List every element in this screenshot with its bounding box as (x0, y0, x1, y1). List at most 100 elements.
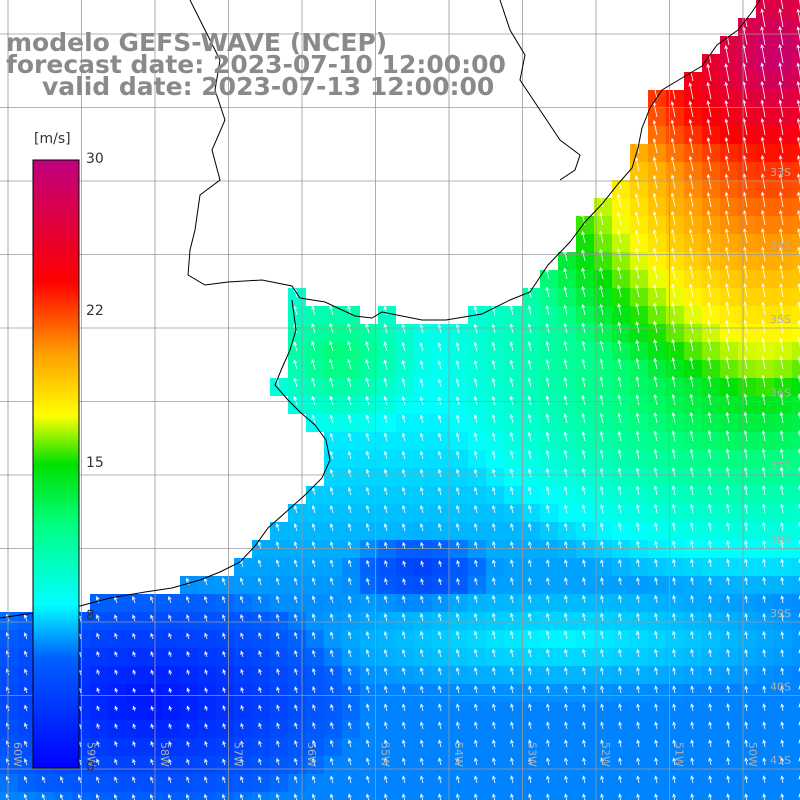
wind-cell (198, 792, 216, 800)
wind-arrow (348, 631, 352, 640)
wind-arrow (653, 229, 658, 244)
wind-cell (792, 198, 800, 216)
wind-arrow (707, 301, 712, 316)
wind-arrow (599, 412, 604, 424)
wind-arrow (671, 375, 676, 388)
wind-arrow (779, 191, 784, 208)
wind-arrow (690, 576, 694, 586)
wind-arrow (420, 560, 425, 568)
wind-arrow (635, 357, 640, 370)
longitude-label: 58W (158, 742, 171, 767)
wind-arrow (742, 173, 748, 190)
wind-arrow (671, 448, 676, 460)
wind-arrow (743, 282, 748, 298)
wind-arrow (780, 521, 784, 532)
wind-arrow (600, 612, 604, 622)
wind-arrow (654, 757, 659, 766)
wind-arrow (491, 395, 496, 406)
wind-arrow (527, 377, 532, 388)
wind-arrow (383, 395, 388, 406)
wind-arrow (312, 613, 316, 622)
wind-arrow (760, 26, 766, 46)
wind-arrow (582, 721, 586, 730)
longitude-label: 52W (599, 742, 612, 767)
wind-arrow (510, 612, 514, 622)
wind-arrow (384, 612, 388, 622)
wind-arrow (635, 302, 640, 316)
wind-arrow (510, 721, 514, 730)
wind-arrow (743, 448, 748, 460)
wind-arrow (545, 449, 550, 460)
wind-arrow (546, 559, 550, 568)
wind-arrow (492, 594, 496, 604)
wind-cell (792, 540, 800, 558)
wind-arrow (204, 705, 209, 712)
wind-arrow (670, 119, 676, 136)
wind-arrow (114, 705, 119, 712)
wind-arrow (600, 522, 604, 532)
wind-arrow (347, 377, 352, 388)
wind-arrow (330, 775, 334, 784)
wind-arrow (509, 359, 514, 370)
wind-arrow (492, 775, 496, 784)
wind-arrow (365, 450, 370, 460)
wind-arrow (762, 739, 767, 748)
wind-arrow (706, 210, 712, 226)
wind-arrow (491, 377, 496, 388)
wind-arrow (420, 595, 424, 604)
wind-arrow (671, 338, 676, 352)
wind-arrow (726, 648, 731, 658)
wind-arrow (438, 757, 442, 766)
wind-arrow (708, 558, 712, 568)
wind-cell (792, 738, 800, 756)
wind-arrow (671, 283, 676, 298)
wind-arrow (258, 740, 262, 748)
wind-arrow (726, 757, 731, 766)
wind-arrow (726, 594, 731, 604)
wind-arrow (402, 613, 406, 622)
wind-arrow (510, 757, 514, 766)
wind-arrow (545, 340, 550, 352)
wind-arrow (168, 776, 172, 784)
wind-arrow (240, 758, 244, 766)
wind-arrow (204, 595, 208, 604)
wind-arrow (706, 100, 712, 118)
wind-arrow (671, 320, 676, 334)
wind-arrow (204, 758, 208, 766)
wind-arrow (312, 649, 316, 658)
wind-cell (792, 504, 800, 522)
wind-arrow (473, 377, 478, 388)
wind-arrow (617, 248, 622, 262)
wind-arrow (528, 559, 532, 568)
wind-arrow (456, 703, 460, 712)
wind-arrow (689, 283, 694, 298)
wind-arrow (473, 359, 478, 370)
wind-arrow (294, 668, 298, 676)
wind-arrow (294, 686, 298, 694)
wind-arrow (780, 703, 785, 712)
wind-arrow (347, 523, 352, 532)
wind-arrow (455, 360, 460, 370)
wind-arrow (222, 650, 226, 658)
wind-arrow (330, 739, 334, 748)
wind-arrow (438, 504, 442, 514)
wind-arrow (654, 775, 659, 784)
wind-arrow (599, 248, 604, 262)
wind-arrow (276, 775, 280, 784)
wind-arrow (672, 558, 676, 568)
wind-arrow (24, 686, 28, 694)
wind-arrow (491, 413, 496, 424)
wind-arrow (761, 466, 766, 478)
wind-arrow (311, 523, 316, 532)
latitude-label: 35S (770, 313, 791, 326)
wind-arrow (347, 358, 352, 370)
wind-arrow (438, 578, 442, 586)
wind-arrow (654, 666, 658, 676)
wind-arrow (706, 137, 712, 154)
wind-arrow (348, 613, 352, 622)
wind-arrow (690, 558, 694, 568)
wind-arrow (329, 432, 334, 442)
wind-arrow (383, 504, 388, 514)
wind-arrow (654, 594, 658, 604)
wind-arrow (599, 303, 604, 316)
